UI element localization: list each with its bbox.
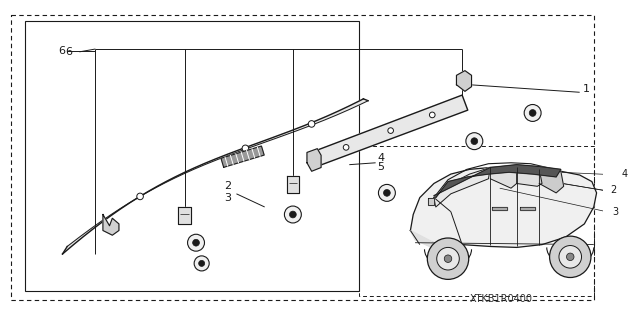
Polygon shape bbox=[307, 149, 321, 171]
Circle shape bbox=[428, 238, 468, 279]
Polygon shape bbox=[428, 197, 434, 205]
Text: 3: 3 bbox=[612, 207, 619, 217]
Circle shape bbox=[559, 246, 582, 268]
Text: XTKB1R0400: XTKB1R0400 bbox=[470, 294, 532, 304]
Polygon shape bbox=[434, 165, 561, 197]
Circle shape bbox=[444, 255, 452, 263]
Polygon shape bbox=[178, 207, 191, 224]
Polygon shape bbox=[492, 207, 508, 210]
Polygon shape bbox=[410, 231, 436, 249]
Circle shape bbox=[193, 239, 200, 246]
Text: 4: 4 bbox=[622, 169, 628, 179]
Circle shape bbox=[289, 211, 296, 218]
Polygon shape bbox=[287, 176, 299, 193]
Polygon shape bbox=[221, 146, 264, 167]
Polygon shape bbox=[456, 70, 472, 91]
Text: 4: 4 bbox=[378, 153, 385, 163]
Circle shape bbox=[198, 260, 205, 266]
Circle shape bbox=[429, 112, 435, 118]
Polygon shape bbox=[540, 169, 564, 193]
Circle shape bbox=[388, 128, 394, 133]
Circle shape bbox=[550, 236, 591, 278]
Circle shape bbox=[471, 138, 477, 145]
Circle shape bbox=[383, 189, 390, 196]
Polygon shape bbox=[63, 99, 368, 254]
Text: 2: 2 bbox=[611, 185, 617, 195]
Circle shape bbox=[194, 256, 209, 271]
Text: 6: 6 bbox=[58, 46, 65, 56]
Circle shape bbox=[242, 145, 249, 152]
Circle shape bbox=[284, 206, 301, 223]
Circle shape bbox=[137, 193, 143, 200]
Circle shape bbox=[466, 133, 483, 150]
Circle shape bbox=[308, 121, 315, 127]
Polygon shape bbox=[314, 95, 468, 166]
Circle shape bbox=[524, 105, 541, 122]
Polygon shape bbox=[410, 167, 596, 248]
Text: 5: 5 bbox=[378, 162, 385, 173]
Circle shape bbox=[529, 109, 536, 116]
Text: 6: 6 bbox=[65, 47, 72, 57]
Polygon shape bbox=[490, 167, 516, 188]
Polygon shape bbox=[103, 214, 119, 235]
Circle shape bbox=[566, 253, 574, 261]
Text: 1: 1 bbox=[582, 85, 589, 94]
Circle shape bbox=[188, 234, 205, 251]
Polygon shape bbox=[520, 207, 536, 210]
Circle shape bbox=[436, 248, 460, 270]
Circle shape bbox=[343, 145, 349, 150]
Bar bbox=[25, 21, 358, 291]
Bar bbox=[358, 146, 594, 296]
Text: 2: 2 bbox=[224, 181, 231, 191]
Polygon shape bbox=[434, 167, 490, 207]
Text: 3: 3 bbox=[224, 193, 231, 203]
Circle shape bbox=[378, 184, 396, 201]
Polygon shape bbox=[516, 167, 542, 186]
